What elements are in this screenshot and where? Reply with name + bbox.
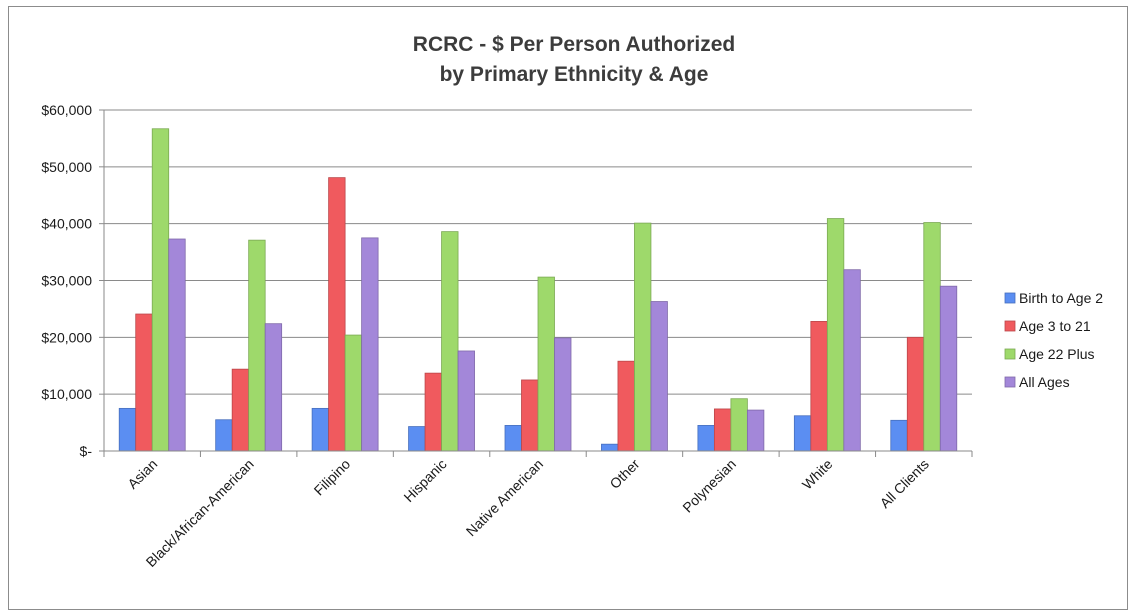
y-tick-label: $60,000 bbox=[41, 102, 92, 118]
bar-age-22-plus-filipino bbox=[344, 334, 363, 452]
bar-all-ages-other bbox=[650, 301, 668, 452]
bar-all-ages-native-american bbox=[554, 337, 572, 452]
bar-birth-to-age-2-white bbox=[793, 415, 812, 452]
y-tick-label: $50,000 bbox=[41, 159, 92, 175]
legend-label: Age 22 Plus bbox=[1019, 346, 1095, 362]
legend-swatch bbox=[1004, 376, 1016, 388]
legend-label: Age 3 to 21 bbox=[1019, 318, 1091, 334]
chart-canvas: RCRC - $ Per Person Authorized by Primar… bbox=[41, 33, 1103, 570]
bar-all-ages-all-clients bbox=[939, 285, 958, 452]
y-tick-label: $20,000 bbox=[41, 329, 92, 345]
bar-age-3-to-21-asian bbox=[135, 313, 153, 452]
bar-all-ages-polynesian bbox=[746, 409, 765, 452]
y-tick-label: $- bbox=[80, 443, 93, 459]
bar-all-ages-hispanic bbox=[457, 350, 475, 452]
bar-age-22-plus-black-african-american bbox=[248, 239, 266, 452]
bar-age-22-plus-other bbox=[634, 222, 652, 452]
bar-birth-to-age-2-filipino bbox=[311, 407, 330, 452]
x-category-label: Polynesian bbox=[679, 456, 739, 516]
bar-birth-to-age-2-black-african-american bbox=[215, 419, 233, 452]
bar-birth-to-age-2-hispanic bbox=[408, 426, 426, 452]
chart-title: RCRC - $ Per Person Authorized bbox=[413, 33, 735, 56]
y-tick-label: $40,000 bbox=[41, 216, 92, 232]
bar-birth-to-age-2-other bbox=[601, 443, 619, 452]
x-category-label: Hispanic bbox=[400, 456, 449, 505]
bar-age-3-to-21-hispanic bbox=[424, 372, 442, 452]
bar-birth-to-age-2-all-clients bbox=[890, 419, 908, 452]
bar-age-3-to-21-native-american bbox=[521, 379, 539, 452]
legend-swatch bbox=[1004, 348, 1016, 360]
legend-label: Birth to Age 2 bbox=[1019, 290, 1103, 306]
x-category-label: Native American bbox=[463, 456, 546, 539]
bar-birth-to-age-2-asian bbox=[118, 407, 137, 452]
legend: Birth to Age 2 Age 3 to 21 Age 22 Plus All … bbox=[1004, 290, 1103, 390]
bar-age-3-to-21-all-clients bbox=[906, 336, 925, 452]
x-category-label: All Clients bbox=[877, 456, 932, 511]
y-tick-label: $30,000 bbox=[41, 273, 92, 289]
bar-age-3-to-21-black-african-american bbox=[231, 368, 250, 452]
bar-age-22-plus-asian bbox=[151, 128, 170, 452]
bar-all-ages-asian bbox=[168, 238, 186, 452]
bar-age-3-to-21-filipino bbox=[328, 177, 346, 452]
bar-age-3-to-21-other bbox=[617, 360, 635, 452]
x-category-label: Asian bbox=[124, 456, 160, 492]
bars bbox=[118, 128, 958, 452]
y-tick-label: $10,000 bbox=[41, 386, 92, 402]
bar-age-22-plus-white bbox=[826, 218, 845, 452]
bar-all-ages-black-african-american bbox=[264, 323, 283, 452]
bar-birth-to-age-2-native-american bbox=[504, 425, 522, 452]
bar-age-22-plus-hispanic bbox=[441, 231, 459, 452]
chart-subtitle: by Primary Ethnicity & Age bbox=[440, 63, 709, 86]
x-category-label: White bbox=[799, 456, 836, 493]
bar-birth-to-age-2-polynesian bbox=[697, 425, 715, 452]
bar-age-3-to-21-white bbox=[810, 321, 828, 452]
bar-age-22-plus-polynesian bbox=[730, 398, 748, 452]
x-category-label: Filipino bbox=[311, 456, 354, 499]
bar-age-3-to-21-polynesian bbox=[713, 408, 732, 452]
bar-age-22-plus-native-american bbox=[537, 276, 555, 452]
legend-label: All Ages bbox=[1019, 374, 1070, 390]
x-category-label: Other bbox=[606, 456, 642, 492]
legend-swatch bbox=[1004, 292, 1016, 304]
bar-age-22-plus-all-clients bbox=[923, 222, 941, 452]
legend-swatch bbox=[1004, 320, 1016, 332]
chart-frame: RCRC - $ Per Person Authorized by Primar… bbox=[8, 6, 1128, 610]
bar-all-ages-white bbox=[843, 269, 861, 452]
x-category-label: Black/African-American bbox=[143, 456, 257, 570]
bar-all-ages-filipino bbox=[361, 237, 379, 452]
